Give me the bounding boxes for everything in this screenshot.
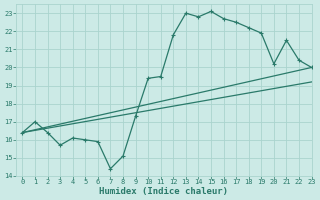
X-axis label: Humidex (Indice chaleur): Humidex (Indice chaleur) bbox=[100, 187, 228, 196]
